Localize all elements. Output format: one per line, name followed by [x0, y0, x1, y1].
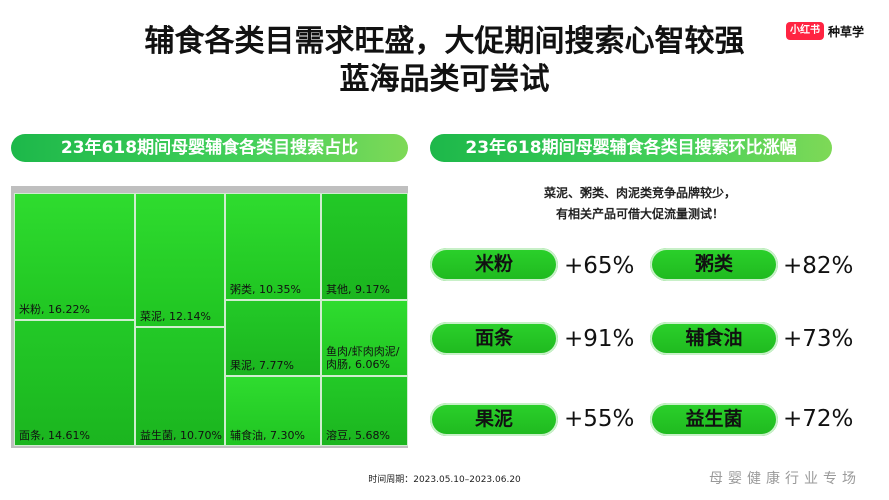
- treemap-label: 鱼肉/虾肉肉泥/肉肠, 6.06%: [326, 345, 400, 371]
- search-share-treemap: 米粉, 16.22% 面条, 14.61% 菜泥, 12.14% 益生菌, 10…: [11, 186, 408, 448]
- treemap-cell: 粥类, 10.35%: [225, 193, 321, 300]
- brand-text: 种草学: [828, 24, 865, 39]
- category-pill: 面条: [430, 322, 558, 355]
- brand-logo: 小红书: [786, 22, 824, 40]
- growth-value: +65%: [564, 253, 635, 279]
- treemap-label: 其他, 9.17%: [326, 283, 390, 296]
- growth-value: +82%: [783, 253, 854, 279]
- growth-value: +91%: [564, 326, 635, 352]
- right-chart-header: 23年618期间母婴辅食各类目搜索环比涨幅: [430, 134, 832, 162]
- treemap-label: 辅食油, 7.30%: [230, 429, 305, 442]
- treemap-cell: 米粉, 16.22%: [14, 193, 135, 320]
- treemap-cell: 益生菌, 10.70%: [135, 327, 225, 446]
- category-pill: 果泥: [430, 403, 558, 436]
- watermark: 母婴健康行业专场: [709, 471, 861, 487]
- page-title: 辅食各类目需求旺盛，大促期间搜索心智较强: [144, 24, 745, 59]
- treemap-cell: 果泥, 7.77%: [225, 300, 321, 376]
- treemap-label: 面条, 14.61%: [19, 429, 90, 442]
- page-subtitle: 蓝海品类可尝试: [339, 62, 550, 97]
- treemap-cell: 面条, 14.61%: [14, 320, 135, 446]
- category-pill: 益生菌: [650, 403, 778, 436]
- treemap-label: 益生菌, 10.70%: [140, 429, 222, 442]
- treemap-label: 粥类, 10.35%: [230, 283, 301, 296]
- category-pill: 辅食油: [650, 322, 778, 355]
- treemap-cell: 菜泥, 12.14%: [135, 193, 225, 327]
- treemap-cell: 其他, 9.17%: [321, 193, 408, 300]
- category-pill: 米粉: [430, 248, 558, 281]
- treemap-cell: 溶豆, 5.68%: [321, 376, 408, 446]
- treemap-label: 米粉, 16.22%: [19, 303, 90, 316]
- growth-value: +55%: [564, 406, 635, 432]
- time-period: 时间周期：2023.05.10–2023.06.20: [368, 475, 521, 485]
- growth-value: +73%: [783, 326, 854, 352]
- treemap-cell: 辅食油, 7.30%: [225, 376, 321, 446]
- left-chart-header: 23年618期间母婴辅食各类目搜索占比: [11, 134, 408, 162]
- treemap-label: 果泥, 7.77%: [230, 359, 294, 372]
- treemap-label: 溶豆, 5.68%: [326, 429, 390, 442]
- brand: 小红书 种草学: [786, 20, 864, 42]
- note-line-1: 菜泥、粥类、肉泥类竞争品牌较少，: [543, 186, 736, 200]
- category-pill: 粥类: [650, 248, 778, 281]
- treemap-label: 菜泥, 12.14%: [140, 310, 211, 323]
- treemap-cell: 鱼肉/虾肉肉泥/肉肠, 6.06%: [321, 300, 408, 376]
- growth-value: +72%: [783, 406, 854, 432]
- note-line-2: 有相关产品可借大促流量测试！: [555, 207, 724, 221]
